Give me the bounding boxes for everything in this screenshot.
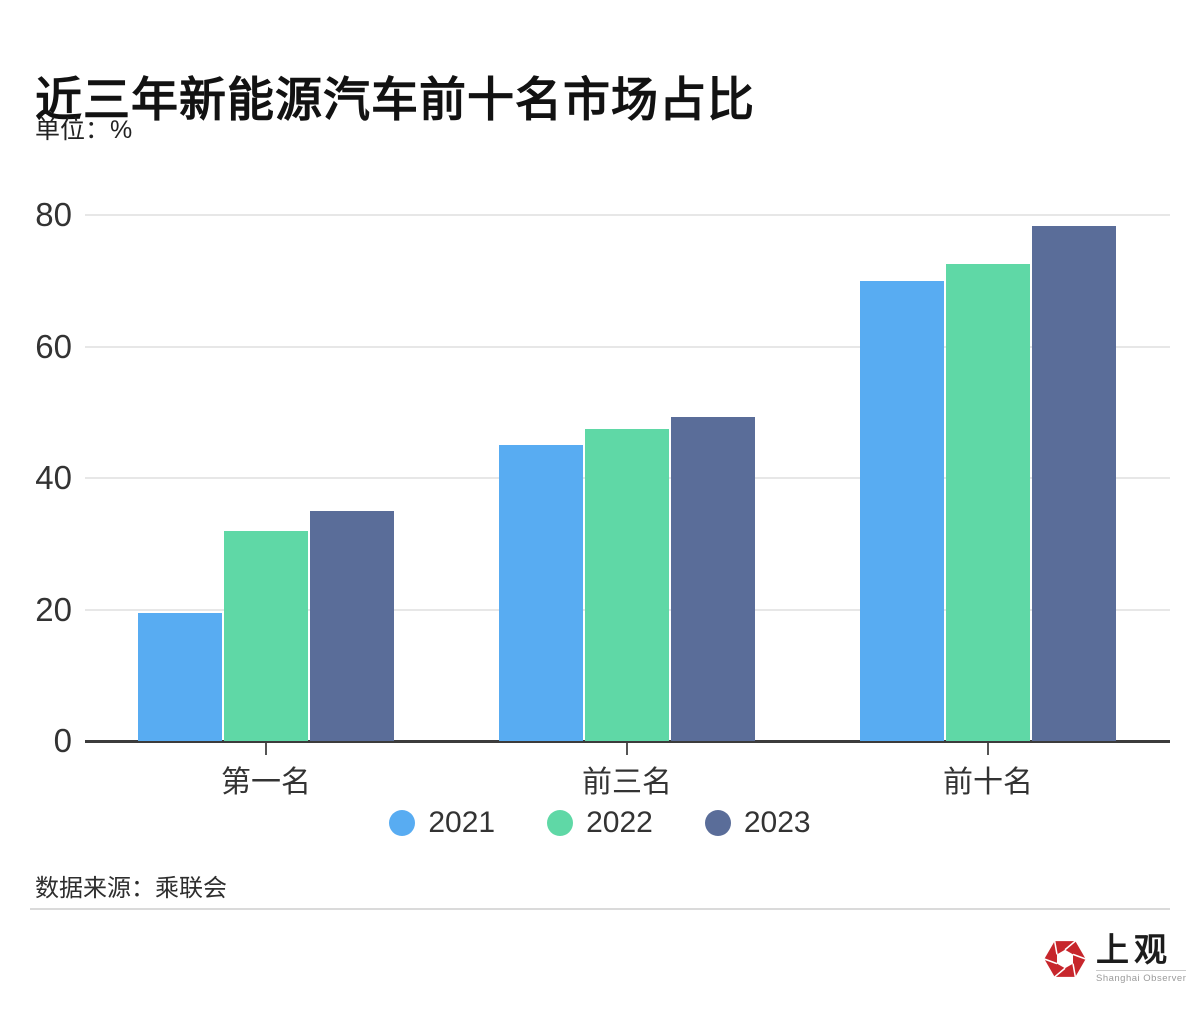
- shanghai-observer-logo-icon: [1044, 940, 1086, 977]
- unit-label: 单位：%: [35, 116, 133, 144]
- legend-swatch-2022: [547, 810, 574, 836]
- y-axis-tick-label: 40: [35, 459, 72, 496]
- y-axis-tick-label: 0: [53, 722, 72, 759]
- gridline-80: [85, 214, 1170, 216]
- x-category-label: 前三名: [582, 766, 672, 799]
- bar-2022-前十名: [946, 264, 1030, 741]
- x-category-label: 第一名: [221, 766, 311, 799]
- chart-legend: 2021 2022 2023: [0, 806, 1200, 840]
- y-axis-tick-label: 20: [35, 590, 72, 628]
- page-title: 近三年新能源汽车前十名市场占比: [35, 73, 755, 127]
- bar-2023-前十名: [1032, 226, 1116, 741]
- legend-swatch-2021: [389, 810, 416, 836]
- x-axis-tick: [265, 743, 267, 755]
- bar-2022-第一名: [224, 530, 308, 741]
- y-axis-tick-label: 80: [35, 196, 72, 233]
- bar-2023-第一名: [310, 510, 394, 741]
- x-axis-tick: [987, 743, 989, 755]
- y-axis-tick-label: 60: [35, 327, 72, 365]
- x-axis-tick: [626, 743, 628, 755]
- gridline-60: [85, 345, 1170, 348]
- footer-divider: [30, 908, 1170, 910]
- bar-2021-第一名: [138, 612, 222, 741]
- x-axis-line: [85, 740, 1170, 743]
- bar-2021-前十名: [860, 280, 944, 741]
- logo-chinese-name: 上观: [1096, 933, 1172, 969]
- logo-english-name: Shanghai Observer: [1096, 970, 1187, 984]
- bar-2021-前三名: [499, 445, 583, 741]
- legend-label: 2022: [586, 806, 653, 839]
- bar-2023-前三名: [671, 416, 755, 741]
- legend-label: 2023: [743, 806, 811, 839]
- bar-2022-前三名: [585, 428, 669, 741]
- legend-swatch-2023: [704, 810, 731, 836]
- legend-item-2021: 2021: [389, 806, 495, 840]
- shanghai-observer-logo: 上观 Shanghai Observer: [1043, 933, 1187, 984]
- logo-text: 上观 Shanghai Observer: [1096, 933, 1187, 984]
- x-category-label: 前十名: [943, 766, 1033, 799]
- legend-item-2022: 2022: [547, 806, 653, 840]
- legend-item-2023: 2023: [704, 806, 811, 840]
- legend-label: 2021: [428, 806, 496, 839]
- data-source-note: 数据来源：乘联会: [35, 875, 227, 902]
